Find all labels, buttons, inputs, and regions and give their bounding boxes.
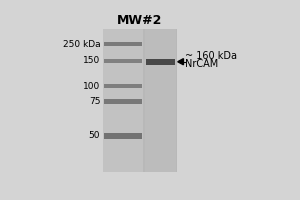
Bar	[104, 42, 142, 46]
Bar	[145, 29, 176, 172]
Bar	[104, 59, 142, 63]
Text: MW#2: MW#2	[116, 14, 162, 27]
Text: ~ 160 kDa: ~ 160 kDa	[185, 51, 237, 61]
Text: 250 kDa: 250 kDa	[63, 40, 100, 49]
Bar	[104, 133, 142, 139]
Polygon shape	[178, 59, 184, 65]
Bar	[104, 84, 142, 88]
Bar	[103, 29, 177, 172]
Bar	[146, 59, 175, 65]
Text: 100: 100	[83, 82, 100, 91]
Text: 50: 50	[89, 131, 100, 140]
Text: 150: 150	[83, 56, 100, 65]
Text: 75: 75	[89, 97, 100, 106]
Bar	[103, 29, 143, 172]
Text: NrCAM: NrCAM	[185, 59, 218, 69]
Bar	[104, 99, 142, 104]
